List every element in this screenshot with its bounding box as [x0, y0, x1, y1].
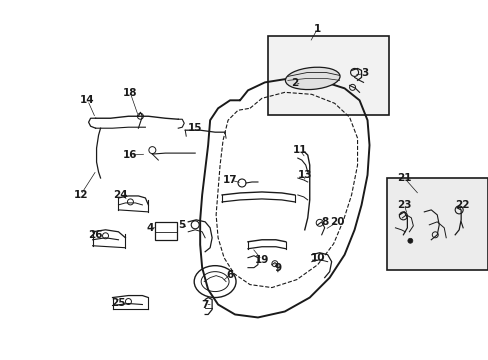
Bar: [386, 178, 487, 270]
Text: 13: 13: [297, 170, 311, 180]
Text: 8: 8: [321, 217, 327, 227]
Text: 5: 5: [178, 220, 185, 230]
Text: 2: 2: [290, 78, 298, 88]
Bar: [155, 222, 177, 240]
Text: 21: 21: [396, 173, 411, 183]
Text: 26: 26: [88, 230, 102, 240]
Text: 7: 7: [201, 300, 208, 310]
Text: 12: 12: [73, 190, 88, 200]
Text: 17: 17: [223, 175, 237, 185]
Text: 14: 14: [80, 95, 95, 105]
Text: 3: 3: [360, 68, 367, 78]
Text: 25: 25: [111, 297, 125, 307]
Text: 4: 4: [146, 223, 154, 233]
Ellipse shape: [285, 67, 339, 90]
Text: 23: 23: [396, 200, 411, 210]
Text: 22: 22: [454, 200, 468, 210]
Text: 9: 9: [274, 263, 281, 273]
Text: 19: 19: [254, 255, 268, 265]
Text: 24: 24: [113, 190, 127, 200]
Text: 1: 1: [313, 24, 321, 33]
Text: 10: 10: [310, 253, 325, 263]
Text: 15: 15: [187, 123, 202, 133]
Text: 16: 16: [123, 150, 138, 160]
Text: 20: 20: [330, 217, 344, 227]
Text: 11: 11: [292, 145, 306, 155]
Bar: [267, 36, 388, 115]
Circle shape: [407, 238, 412, 243]
Text: 18: 18: [123, 88, 138, 98]
Text: 6: 6: [226, 270, 233, 280]
